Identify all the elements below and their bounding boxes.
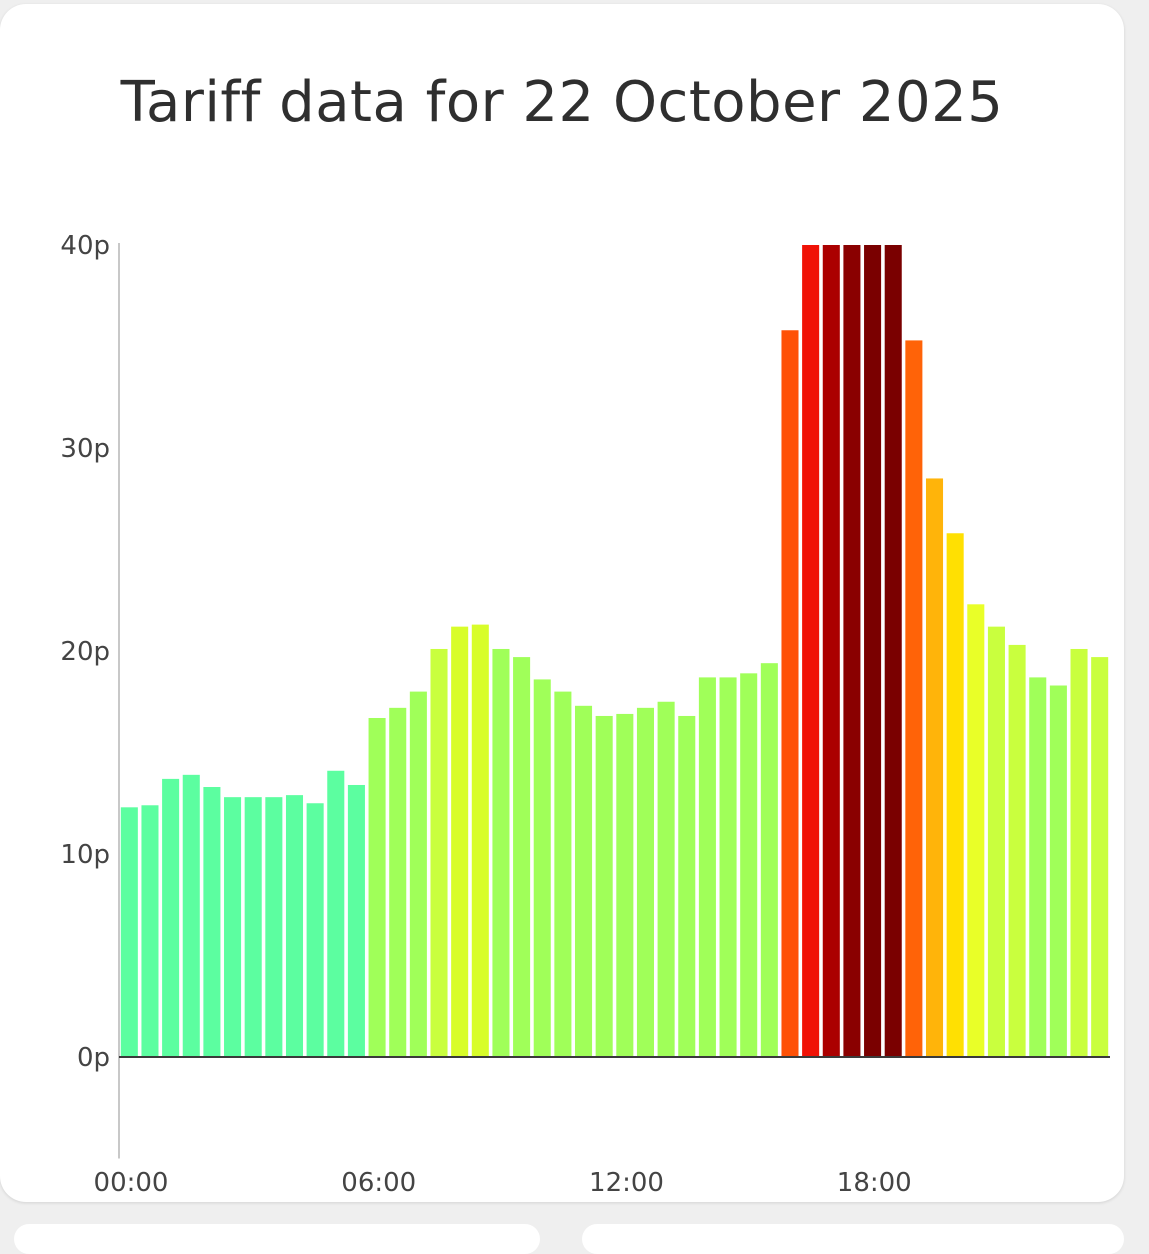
bar-0630[interactable]	[389, 707, 407, 1057]
bar-1100[interactable]	[575, 705, 593, 1057]
x-tick-label-0000: 00:00	[94, 1168, 169, 1198]
bar-0530[interactable]	[347, 784, 365, 1057]
bar-2130[interactable]	[1008, 644, 1026, 1057]
bar-0800[interactable]	[451, 626, 469, 1057]
bar-1730[interactable]	[843, 245, 861, 1057]
bar-2000[interactable]	[946, 533, 964, 1057]
bar-2330[interactable]	[1091, 657, 1109, 1057]
bar-0430[interactable]	[306, 803, 324, 1057]
bar-0230[interactable]	[224, 797, 242, 1057]
chart-title: Tariff data for 22 October 2025	[120, 70, 1004, 135]
bar-1400[interactable]	[698, 677, 716, 1057]
y-tick-label-30: 30p	[60, 434, 110, 464]
tick-labels-group: 0p 10p 20p 30p 40p 00:00 06:00 12:00 18:00	[60, 231, 911, 1198]
y-tick-label-40: 40p	[60, 231, 110, 261]
bar-0930[interactable]	[513, 657, 531, 1057]
bar-1800[interactable]	[864, 245, 882, 1057]
y-tick-label-0: 0p	[77, 1043, 110, 1073]
bar-1330[interactable]	[678, 715, 696, 1057]
bar-2200[interactable]	[1029, 677, 1047, 1057]
bar-0500[interactable]	[327, 770, 345, 1057]
bar-1200[interactable]	[616, 713, 634, 1057]
y-tick-label-10: 10p	[60, 840, 110, 870]
x-tick-label-0600: 06:00	[341, 1168, 416, 1198]
bar-1630[interactable]	[802, 245, 820, 1057]
bar-0000[interactable]	[120, 807, 138, 1057]
bar-0830[interactable]	[471, 624, 489, 1057]
bar-0130[interactable]	[182, 774, 200, 1057]
bar-2300[interactable]	[1070, 648, 1088, 1057]
bar-0900[interactable]	[492, 648, 510, 1057]
bar-0200[interactable]	[203, 787, 221, 1057]
bars-group	[120, 245, 1109, 1057]
bar-1300[interactable]	[657, 701, 675, 1057]
bar-1430[interactable]	[719, 677, 737, 1057]
bar-1700[interactable]	[822, 245, 840, 1057]
bar-1000[interactable]	[533, 679, 551, 1057]
y-tick-label-20: 20p	[60, 637, 110, 667]
bar-1130[interactable]	[595, 715, 613, 1057]
bar-0100[interactable]	[162, 778, 180, 1057]
bar-0600[interactable]	[368, 717, 386, 1057]
bar-0700[interactable]	[409, 691, 427, 1057]
bar-1530[interactable]	[760, 663, 778, 1057]
bar-2030[interactable]	[967, 604, 985, 1057]
bar-1230[interactable]	[636, 707, 654, 1057]
bar-0030[interactable]	[141, 805, 159, 1057]
bar-2230[interactable]	[1049, 685, 1067, 1057]
bar-0730[interactable]	[430, 648, 448, 1057]
axes-group	[118, 243, 1110, 1159]
bar-1030[interactable]	[554, 691, 572, 1057]
bar-1600[interactable]	[781, 330, 799, 1057]
bar-2100[interactable]	[987, 626, 1005, 1057]
bar-0400[interactable]	[285, 795, 304, 1057]
bar-0330[interactable]	[265, 797, 283, 1057]
x-tick-label-1800: 18:00	[837, 1168, 912, 1198]
next-card-right	[582, 1224, 1124, 1254]
bar-1830[interactable]	[884, 245, 902, 1057]
bar-1900[interactable]	[905, 340, 923, 1057]
bar-0300[interactable]	[244, 797, 262, 1057]
x-tick-label-1200: 12:00	[589, 1168, 664, 1198]
bar-1500[interactable]	[740, 673, 758, 1057]
bar-1930[interactable]	[925, 478, 944, 1057]
next-card-left	[14, 1224, 540, 1254]
